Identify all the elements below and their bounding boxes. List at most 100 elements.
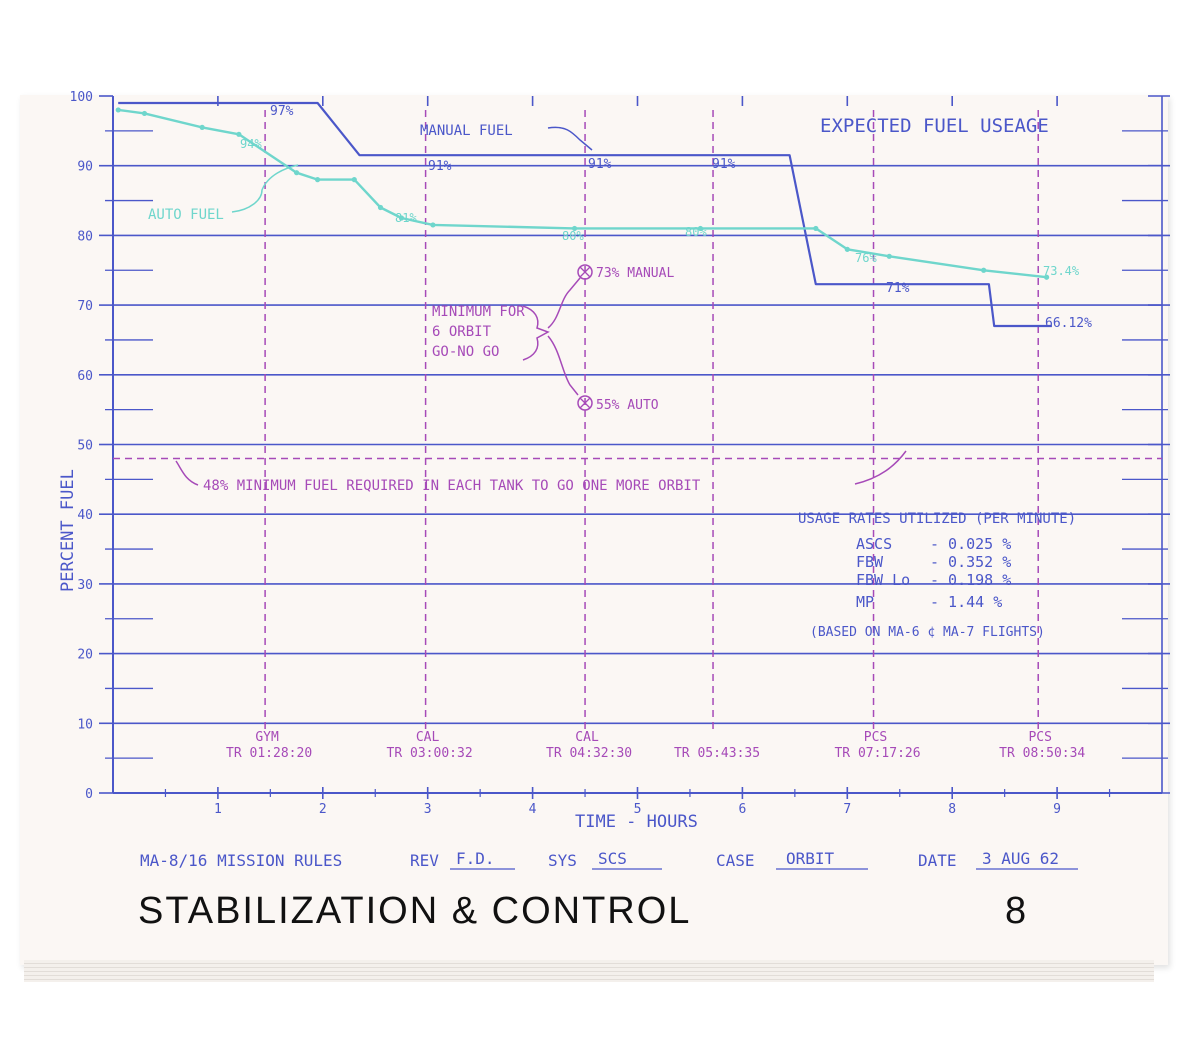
minimum-note-line: Go-No Go bbox=[432, 344, 499, 360]
sys-value: SCS bbox=[598, 849, 627, 868]
auto-fuel-point bbox=[314, 177, 321, 183]
auto-point-labels: 94% 81% 80% 80% 76% 73.4% bbox=[240, 137, 1080, 278]
y-tick-label: 40 bbox=[77, 508, 93, 523]
usage-rate-value: - 0.025 % bbox=[930, 535, 1011, 553]
minimum-orbit-arrow-right bbox=[854, 450, 907, 485]
x-tick-label: 9 bbox=[1053, 802, 1061, 817]
auto-fuel-arrow bbox=[231, 164, 299, 213]
minimum-orbit-arrow-left bbox=[175, 460, 199, 486]
marker-time: TR 04:32:30 bbox=[546, 746, 632, 761]
section-title: STABILIZATION & CONTROL bbox=[138, 890, 692, 932]
chart-title: Expected Fuel Useage bbox=[820, 115, 1049, 137]
date-label: Date bbox=[918, 851, 957, 870]
auto-fuel-point bbox=[697, 225, 704, 232]
auto-fuel-point bbox=[351, 177, 357, 183]
series-lines bbox=[115, 101, 1052, 328]
manual-page bbox=[20, 95, 1168, 965]
page-number: 8 bbox=[1005, 890, 1027, 932]
auto-fuel-point bbox=[1044, 274, 1050, 280]
auto-fuel-point bbox=[236, 131, 242, 137]
usage-rates-title: Usage Rates Utilized (per minute) bbox=[798, 511, 1076, 527]
minimum-note-line: Minimum for bbox=[432, 304, 525, 320]
sys-label: SYS bbox=[548, 851, 577, 870]
y-axis-label: Percent Fuel bbox=[58, 469, 78, 592]
auto-fuel-point bbox=[141, 110, 148, 117]
manual-point-label: 91% bbox=[712, 157, 736, 172]
usage-rates-note: (Based on MA-6 ¢ MA-7 flights) bbox=[810, 625, 1045, 640]
auto-fuel-point bbox=[115, 107, 121, 113]
manual-point-label: 97% bbox=[270, 104, 294, 119]
manual-point-label: 66.12% bbox=[1045, 316, 1092, 331]
marker-time: TR 01:28:20 bbox=[226, 746, 312, 761]
x-tick-label: 4 bbox=[529, 802, 537, 817]
case-value: Orbit bbox=[786, 849, 835, 868]
rev-label: Rev bbox=[410, 851, 439, 870]
case-label: Case bbox=[716, 851, 755, 870]
marker-label: GYM bbox=[255, 730, 279, 745]
usage-rates-table: ASCS - 0.025 % FBW - 0.352 % FBW Lo - 0.… bbox=[856, 535, 1011, 611]
usage-rate-value: - 1.44 % bbox=[930, 593, 1002, 611]
marker-time: TR 07:17:26 bbox=[834, 746, 920, 761]
auto-point-label: 73.4% bbox=[1043, 264, 1080, 278]
marker-time: TR 05:43:35 bbox=[674, 746, 760, 761]
usage-rate-mode: MP bbox=[856, 593, 874, 611]
x-tick-label: 2 bbox=[319, 802, 327, 817]
rev-value: F.D. bbox=[456, 849, 495, 868]
minimum-note-line: 6 Orbit bbox=[432, 324, 492, 340]
x-tick-label: 5 bbox=[634, 802, 642, 817]
manual-point-labels: 97% 91% 91% 91% 71% 66.12% bbox=[270, 104, 1092, 331]
x-tick-label: 6 bbox=[738, 802, 746, 817]
y-tick-label: 80 bbox=[77, 229, 93, 244]
minimum-auto-arrow bbox=[547, 335, 579, 396]
minimum-orbit-note: 48% minimum fuel required in each tank t… bbox=[203, 478, 701, 494]
y-tick-label: 60 bbox=[77, 369, 93, 384]
date-value: 3 Aug 62 bbox=[982, 849, 1059, 868]
auto-point-label: 94% bbox=[240, 137, 262, 151]
auto-point-label: 81% bbox=[395, 211, 417, 225]
minimum-manual-label: 73% Manual bbox=[596, 266, 674, 281]
auto-fuel-point bbox=[293, 170, 300, 176]
auto-fuel-point bbox=[813, 225, 819, 232]
manual-fuel-arrow bbox=[547, 126, 593, 151]
usage-rate-value: - 0.352 % bbox=[930, 553, 1011, 571]
x-tick-label: 3 bbox=[424, 802, 432, 817]
marker-label: PCS bbox=[864, 730, 887, 745]
usage-rate-mode: FBW Lo bbox=[856, 571, 910, 589]
page-stack-edges bbox=[24, 960, 1154, 982]
auto-fuel-point bbox=[886, 253, 892, 259]
y-tick-label: 70 bbox=[77, 299, 93, 314]
minimum-go-no-go-note: Minimum for 6 Orbit Go-No Go bbox=[432, 304, 525, 360]
usage-rate-mode: FBW bbox=[856, 553, 884, 571]
y-tick-label: 100 bbox=[70, 90, 93, 105]
usage-rate-value: - 0.198 % bbox=[930, 571, 1011, 589]
marker-time: TR 08:50:34 bbox=[999, 746, 1085, 761]
x-axis-label: Time - Hours bbox=[575, 812, 698, 832]
x-tick-label: 1 bbox=[214, 802, 222, 817]
auto-fuel-point bbox=[199, 124, 205, 130]
y-tick-label: 90 bbox=[77, 160, 93, 175]
auto-fuel-point bbox=[398, 215, 405, 221]
auto-fuel-point bbox=[981, 267, 987, 273]
auto-fuel-point bbox=[377, 204, 384, 211]
manual-point-label: 91% bbox=[588, 157, 612, 172]
auto-fuel-label: Auto Fuel bbox=[148, 207, 224, 223]
minimum-manual-point-icon bbox=[577, 264, 593, 280]
y-tick-label: 10 bbox=[77, 717, 93, 732]
minimum-brace bbox=[522, 305, 550, 361]
mission-label: MA-8/16 Mission Rules bbox=[140, 851, 342, 870]
minimum-auto-label: 55% Auto bbox=[596, 398, 659, 413]
minimum-manual-arrow bbox=[547, 277, 581, 329]
marker-label: PCS bbox=[1028, 730, 1051, 745]
manual-fuel-label: Manual Fuel bbox=[420, 123, 513, 139]
marker-time: TR 03:00:32 bbox=[387, 746, 473, 761]
grid bbox=[113, 164, 1162, 725]
x-tick-label: 8 bbox=[948, 802, 956, 817]
usage-rate-mode: ASCS bbox=[856, 535, 892, 553]
y-tick-label: 50 bbox=[77, 439, 93, 454]
auto-point-label: 80% bbox=[685, 225, 707, 239]
auto-fuel-point bbox=[571, 225, 578, 232]
manual-fuel-line bbox=[118, 101, 1052, 328]
y-tick-label: 0 bbox=[85, 787, 93, 802]
